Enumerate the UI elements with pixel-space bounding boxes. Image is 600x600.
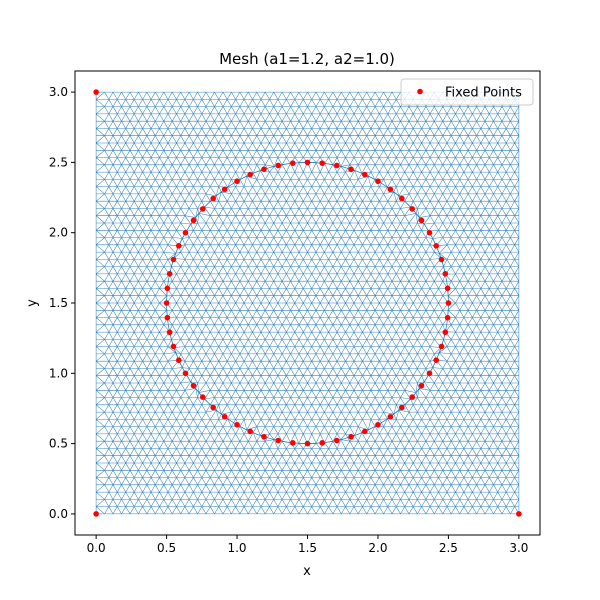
- fixed-point-circle-37: [199, 394, 206, 400]
- fixed-point-circle-17: [275, 162, 282, 169]
- fixed-point-circle-7: [409, 206, 416, 212]
- y-axis-label: y: [25, 299, 40, 307]
- fixed-point-circle-11: [362, 171, 368, 178]
- x-tick-label-3: 1.5: [298, 541, 317, 555]
- x-tick-label-1: 0.5: [157, 541, 176, 555]
- fixed-point-circle-20: [234, 178, 240, 185]
- fixed-point-circle-58: [442, 329, 449, 336]
- fixed-point-circle-55: [426, 370, 433, 377]
- legend: Fixed Points: [400, 78, 534, 106]
- y-tick-label-0: 0.0: [49, 507, 68, 521]
- fixed-point-circle-59: [444, 314, 451, 321]
- fixed-point-circle-54: [418, 382, 425, 389]
- fixed-point-circle-8: [398, 195, 405, 202]
- fixed-point-circle-50: [375, 421, 381, 428]
- fixed-point-circle-57: [438, 343, 445, 350]
- y-tick-label-4: 2.0: [49, 226, 68, 240]
- fixed-point-circle-2: [442, 270, 449, 277]
- fixed-point-circle-35: [182, 370, 189, 377]
- fixed-point-circle-3: [438, 256, 445, 263]
- fixed-point-circle-23: [199, 206, 206, 212]
- chart-title: Mesh (a1=1.2, a2=1.0): [219, 50, 395, 68]
- x-axis-label: x: [303, 564, 311, 579]
- y-tick-label-5: 2.5: [49, 155, 68, 169]
- fixed-point-circle-39: [221, 413, 228, 420]
- y-tick-label-3: 1.5: [49, 296, 68, 310]
- legend-box: [400, 78, 534, 106]
- fixed-point-circle-32: [166, 329, 173, 336]
- fixed-point-circle-46: [319, 440, 326, 446]
- fixed-point-circle-52: [398, 404, 405, 411]
- fixed-points-series: [93, 89, 522, 517]
- y-tick-label-6: 3.0: [49, 85, 68, 99]
- fixed-point-circle-43: [275, 437, 282, 444]
- fixed-point-circle-49: [362, 428, 368, 435]
- fixed-point-circle-15: [304, 159, 311, 166]
- fixed-point-circle-14: [319, 160, 326, 166]
- fixed-point-corner-1: [516, 511, 522, 517]
- fixed-point-circle-29: [164, 285, 171, 292]
- legend-marker: [417, 88, 423, 95]
- fixed-point-circle-6: [418, 217, 425, 224]
- fixed-point-circle-38: [210, 404, 217, 411]
- fixed-point-circle-25: [182, 229, 189, 236]
- fixed-point-circle-10: [375, 178, 381, 185]
- fixed-point-circle-9: [387, 186, 394, 193]
- fixed-point-circle-48: [348, 433, 354, 440]
- fixed-point-circle-33: [170, 343, 177, 350]
- fixed-point-circle-21: [221, 186, 228, 193]
- fixed-point-circle-47: [333, 437, 340, 444]
- fixed-point-circle-34: [175, 357, 182, 363]
- y-tick-label-2: 1.0: [49, 366, 68, 380]
- x-tick-label-2: 1.0: [227, 541, 246, 555]
- fixed-point-circle-26: [175, 243, 182, 249]
- fixed-point-circle-19: [247, 171, 253, 178]
- fixed-point-circle-16: [289, 160, 296, 166]
- fixed-point-circle-44: [289, 440, 296, 446]
- fixed-point-circle-1: [444, 285, 451, 292]
- fixed-point-corner-2: [93, 89, 99, 95]
- fixed-point-circle-56: [433, 357, 440, 363]
- fixed-point-circle-45: [304, 440, 311, 447]
- legend-label: Fixed Points: [445, 86, 522, 101]
- fixed-point-corner-0: [93, 511, 99, 517]
- fixed-point-circle-41: [247, 428, 253, 435]
- axis-ticks: 0.0 0.5 1.0 1.5 2.0 2.5 3.0 0.0 0.5 1.0 1.5 2.0 2.5 3…: [49, 85, 529, 555]
- fixed-point-circle-42: [261, 433, 267, 440]
- fixed-point-circle-30: [163, 300, 170, 306]
- x-tick-label-5: 2.5: [439, 541, 458, 555]
- fixed-point-circle-18: [261, 166, 267, 173]
- x-tick-label-0: 0.0: [87, 541, 106, 555]
- fixed-point-circle-27: [170, 256, 177, 263]
- fixed-point-circle-13: [333, 162, 340, 169]
- y-tick-label-1: 0.5: [49, 437, 68, 451]
- fixed-point-circle-5: [426, 229, 433, 236]
- fixed-point-circle-24: [190, 217, 197, 224]
- x-tick-label-6: 3.0: [509, 541, 528, 555]
- fixed-point-circle-12: [348, 166, 354, 173]
- fixed-point-circle-28: [166, 270, 173, 277]
- fixed-point-circle-31: [164, 314, 171, 321]
- fixed-point-circle-22: [210, 195, 217, 202]
- fixed-point-circle-51: [387, 413, 394, 420]
- fixed-point-circle-0: [445, 300, 452, 306]
- fixed-point-circle-4: [433, 243, 440, 249]
- fixed-point-circle-36: [190, 382, 197, 389]
- fixed-point-circle-40: [234, 421, 240, 428]
- x-tick-label-4: 2.0: [368, 541, 387, 555]
- fixed-point-circle-53: [409, 394, 416, 400]
